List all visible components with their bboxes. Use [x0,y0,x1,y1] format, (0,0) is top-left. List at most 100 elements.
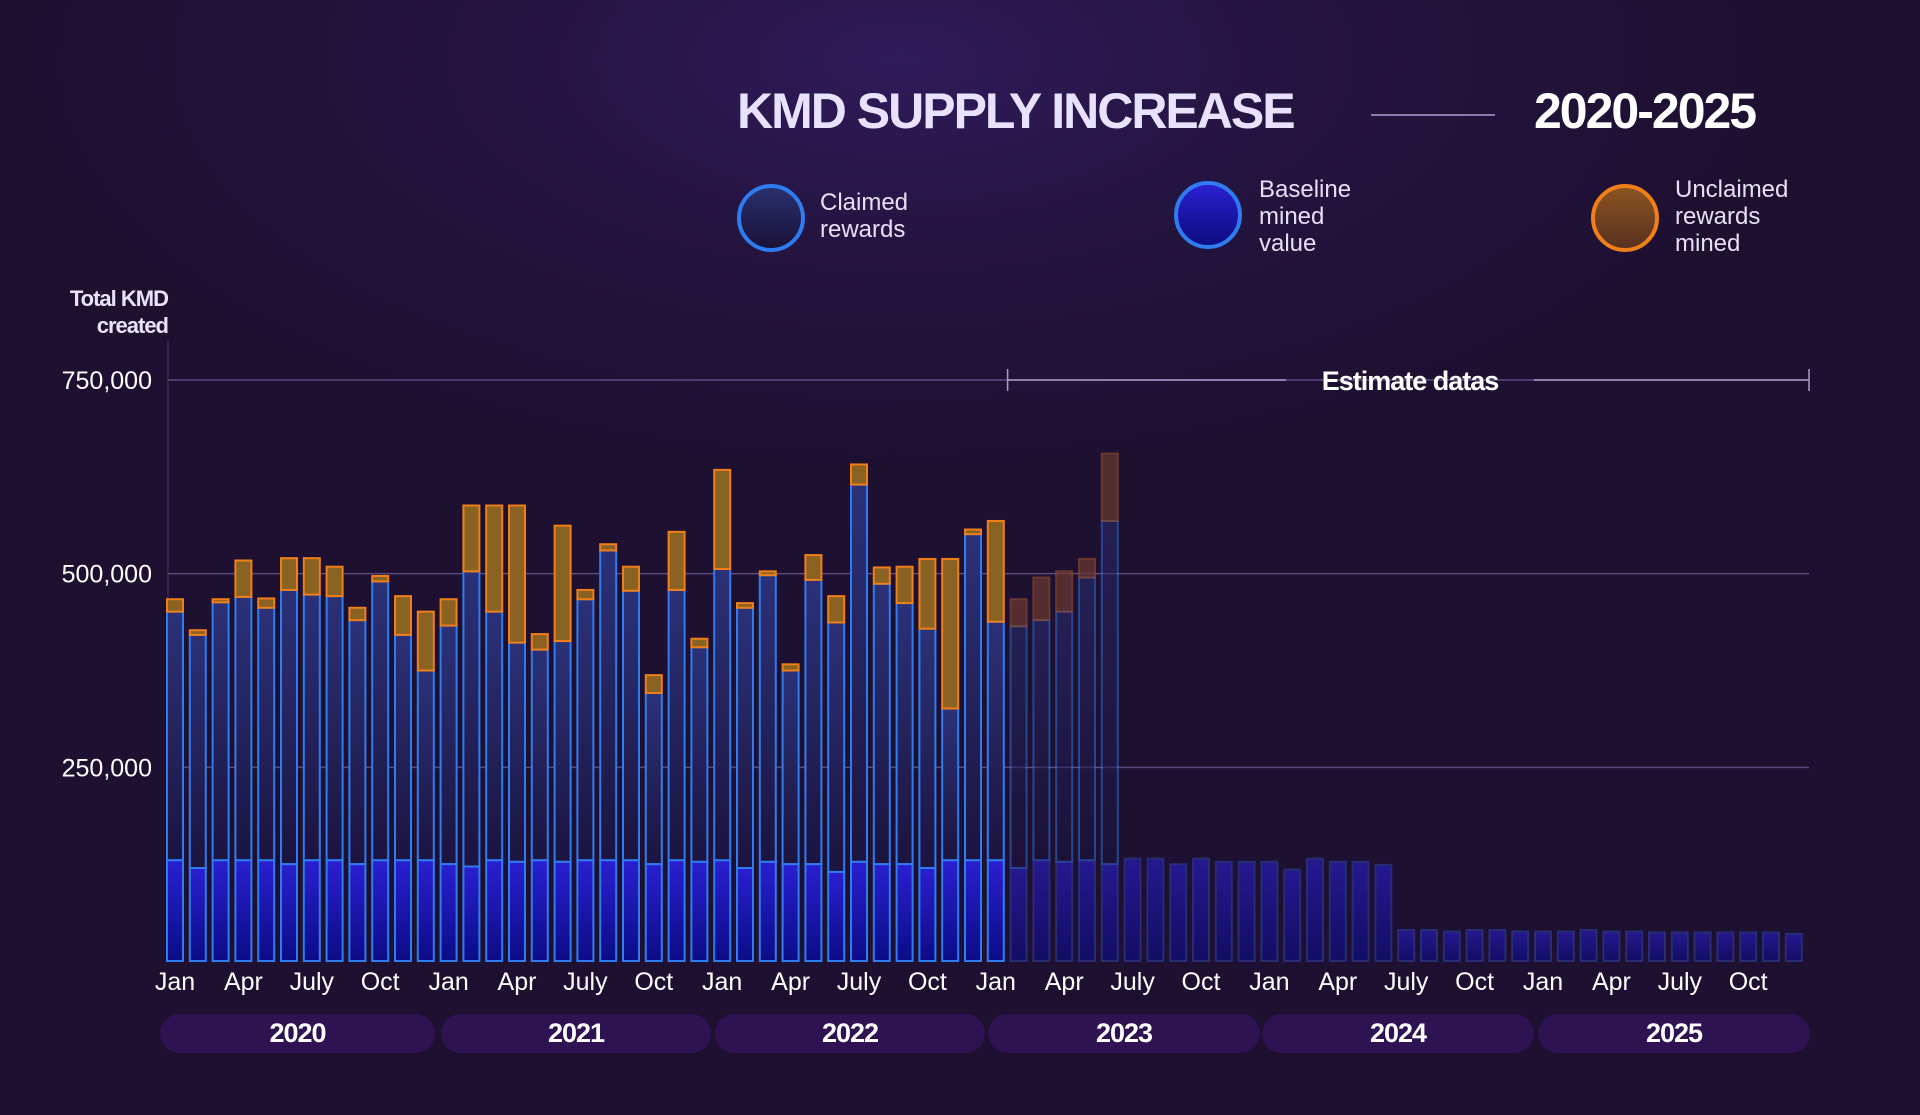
bar-claimed-rewards [964,533,982,862]
bar-unclaimed-rewards [827,595,846,624]
bar-claimed-rewards [462,570,481,868]
bar-claimed-rewards [485,610,504,862]
bar-baseline-mined [713,859,732,962]
bar-claimed-rewards [234,595,253,862]
bar-claimed-rewards [713,568,732,862]
bar-baseline-mined [1214,860,1233,962]
year-pill-2020: 2020 [160,1014,435,1053]
bar-baseline-mined [1420,929,1438,962]
bar-claimed-rewards [667,588,686,862]
bar-claimed-rewards [508,641,526,863]
bar-baseline-mined [599,859,618,962]
bar-unclaimed-rewards [257,597,276,609]
bar-baseline-mined [1328,860,1347,962]
bar-baseline-mined [895,863,914,963]
x-tick-label: Oct [1455,968,1494,996]
legend-label-line: value [1259,230,1317,257]
x-tick-label: Jan [428,968,468,996]
bar-unclaimed-rewards [234,559,253,598]
bar-baseline-mined [1465,929,1484,962]
bar-claimed-rewards [302,593,321,862]
bar-claimed-rewards [553,640,572,863]
x-tick-label: July [837,968,882,996]
bar-baseline-mined [1397,929,1416,962]
x-tick-label: Jan [1249,968,1289,996]
bar-baseline-mined [576,859,595,962]
bar-baseline-mined [1488,929,1507,962]
bar-unclaimed-rewards [166,598,184,613]
x-tick-label: Apr [1045,968,1084,996]
bar-baseline-mined [1716,931,1735,963]
x-tick-label: Jan [155,968,195,996]
x-tick-label: Oct [634,968,673,996]
y-axis-title: Total KMD created [69,285,169,339]
bar-baseline-mined [758,860,777,962]
bar-unclaimed-rewards [280,557,298,591]
bar-baseline-mined [690,860,709,962]
bar-claimed-rewards [941,707,960,862]
bar-claimed-rewards [348,619,367,866]
bar-claimed-rewards [1009,625,1028,870]
bar-unclaimed-rewards [416,610,435,672]
bar-unclaimed-rewards [462,504,481,573]
bar-baseline-mined [1009,867,1028,962]
bar-unclaimed-rewards [211,598,230,604]
bar-baseline-mined [302,859,321,962]
bar-claimed-rewards [439,624,458,866]
chart-years: 2020-2025 [1534,83,1757,139]
year-pill-2021: 2021 [441,1014,711,1053]
bar-unclaimed-rewards [895,565,914,605]
bar-claimed-rewards [371,580,390,862]
x-tick-label: Apr [1318,968,1357,996]
bar-baseline-mined [622,859,640,962]
bar-baseline-mined [1511,930,1530,963]
bar-baseline-mined [1237,860,1256,962]
bar-baseline-mined [1374,863,1393,963]
bar-baseline-mined [781,863,800,963]
bar-baseline-mined [553,860,572,962]
bar-unclaimed-rewards [394,595,412,636]
bar-unclaimed-rewards [508,504,526,644]
bar-unclaimed-rewards [781,663,800,672]
bar-claimed-rewards [918,627,937,870]
bar-baseline-mined [416,859,435,962]
bar-unclaimed-rewards [325,565,344,598]
bar-baseline-mined [1283,868,1302,963]
bar-unclaimed-rewards [530,633,549,651]
bar-unclaimed-rewards [850,463,868,486]
bar-baseline-mined [986,859,1005,962]
x-tick-label: July [290,968,335,996]
y-axis-title-line: Total KMD [69,286,169,311]
bar-baseline-mined [1055,860,1074,962]
bar-unclaimed-rewards [918,557,937,630]
bar-claimed-rewards [872,582,891,866]
bar-claimed-rewards [781,669,800,866]
bar-baseline-mined [234,859,253,962]
x-tick-label: Oct [908,968,947,996]
bar-unclaimed-rewards [1009,598,1028,628]
bar-claimed-rewards [758,574,777,863]
bar-unclaimed-rewards [371,574,390,583]
bar-claimed-rewards [325,595,344,862]
bar-baseline-mined [941,859,960,962]
bar-claimed-rewards [736,606,754,870]
estimate-label: Estimate datas [1322,366,1499,396]
bar-baseline-mined [325,859,344,962]
unclaimed-swatch-icon [1591,184,1659,252]
baseline-swatch-icon [1174,181,1242,249]
bar-unclaimed-rewards [348,606,367,622]
bar-claimed-rewards [1032,619,1051,862]
bar-claimed-rewards [895,602,914,866]
x-tick-label: Apr [498,968,537,996]
x-tick-label: Oct [361,968,400,996]
bar-baseline-mined [1762,931,1780,963]
bar-baseline-mined [1784,932,1803,962]
bar-baseline-mined [644,863,663,963]
bar-unclaimed-rewards [1100,452,1119,522]
bar-baseline-mined [439,863,458,963]
bar-baseline-mined [736,867,754,962]
bar-baseline-mined [964,859,982,962]
bar-claimed-rewards [622,589,640,862]
bar-claimed-rewards [416,669,435,862]
bar-unclaimed-rewards [667,530,686,591]
